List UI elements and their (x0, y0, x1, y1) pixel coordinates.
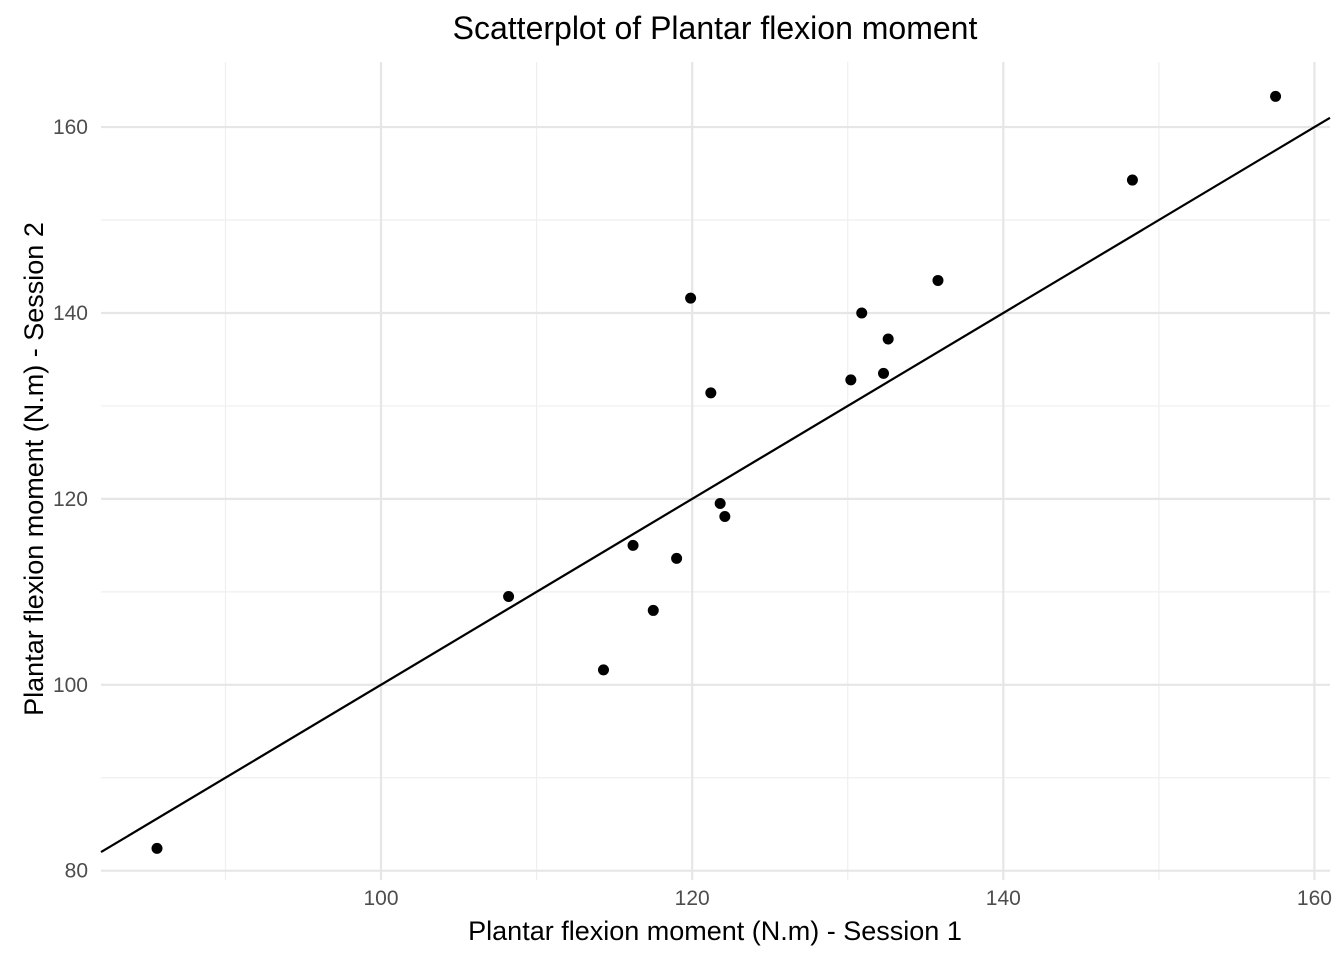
x-tick-label: 120 (675, 887, 710, 910)
points-layer (151, 90, 1282, 854)
data-point (1126, 174, 1138, 186)
y-tick-label: 100 (53, 674, 88, 697)
data-point (647, 604, 659, 616)
data-point (856, 307, 868, 319)
data-point (882, 333, 894, 345)
data-point (151, 842, 163, 854)
data-point (671, 552, 683, 564)
data-point (627, 539, 639, 551)
data-point (705, 387, 717, 399)
y-tick-label: 120 (53, 488, 88, 511)
data-point (932, 274, 944, 286)
data-point (719, 511, 731, 523)
identity-reference-line (100, 116, 1331, 854)
tick-labels-layer: 100 120 140 160 80 100 120 140 160 (53, 116, 1332, 910)
data-point (685, 292, 697, 304)
reference-line-layer (100, 116, 1331, 854)
y-tick-label: 80 (65, 860, 88, 883)
y-axis-title: Plantar flexion moment (N.m) - Session 2 (19, 222, 49, 716)
x-tick-label: 100 (364, 887, 399, 910)
data-point (714, 498, 726, 510)
y-tick-label: 140 (53, 302, 88, 325)
x-tick-label: 160 (1297, 887, 1332, 910)
x-tick-label: 140 (986, 887, 1021, 910)
grid-layer (101, 62, 1330, 880)
data-point (845, 374, 857, 386)
chart-title: Scatterplot of Plantar flexion moment (453, 10, 978, 46)
x-axis-title: Plantar flexion moment (N.m) - Session 1 (468, 916, 962, 946)
data-point (503, 590, 515, 602)
y-tick-label: 160 (53, 116, 88, 139)
data-point (1270, 90, 1282, 102)
data-point (878, 367, 890, 379)
data-point (597, 664, 609, 676)
